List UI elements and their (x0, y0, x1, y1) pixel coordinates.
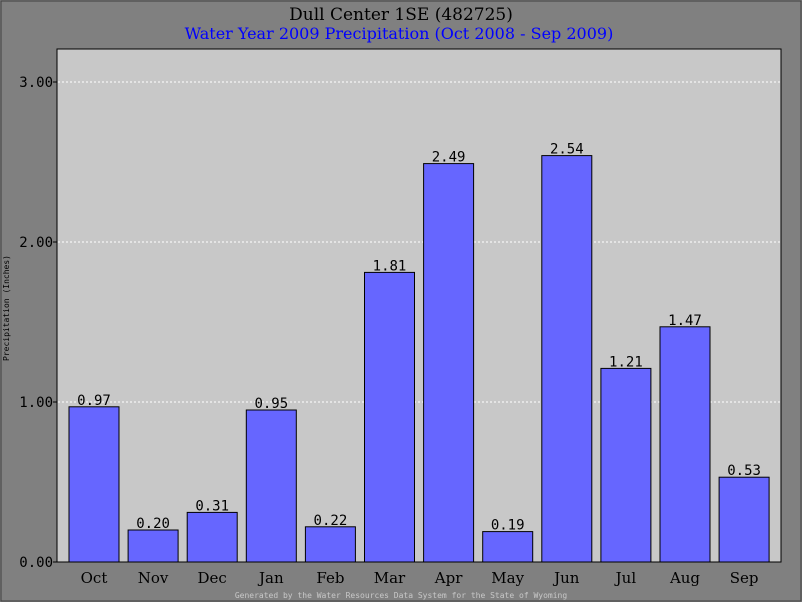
bar-jan (245, 409, 297, 563)
x-axis-tick-labels: Oct Nov Dec Jan Feb Mar Apr May Jun Jul Aug Sep (81, 569, 759, 587)
x-tick-label: Dec (198, 569, 227, 587)
bar-jun (541, 155, 593, 563)
bar-apr (423, 163, 475, 563)
x-tick-label: Aug (669, 569, 700, 587)
bars (68, 155, 770, 563)
y-tick-label: 0.00 (19, 555, 53, 571)
x-tick-label: Mar (374, 569, 406, 587)
x-tick-label: Jul (614, 569, 637, 587)
value-labels: 0.97 0.20 0.31 0.95 0.22 1.81 2.49 0.19 2.54 1.21… (77, 142, 761, 534)
y-axis-label: Precipitation (Inches) (2, 255, 11, 361)
bar-feb (304, 526, 356, 563)
bar-value-label: 0.19 (491, 518, 525, 534)
x-tick-label: Jun (552, 569, 580, 587)
y-tick-label: 2.00 (19, 235, 53, 251)
bar-value-label: 0.95 (254, 396, 288, 412)
bar-jul (600, 367, 652, 563)
bar-mar (364, 271, 415, 563)
x-tick-label: Nov (138, 569, 169, 587)
bar-value-label: 2.49 (432, 150, 466, 166)
bar-value-label: 1.21 (609, 354, 643, 370)
y-tick-label: 1.00 (19, 395, 53, 411)
bar-aug (659, 326, 711, 563)
x-tick-label: May (491, 569, 524, 587)
chart-title: Dull Center 1SE (482725) (289, 5, 513, 25)
chart-subtitle: Water Year 2009 Precipitation (Oct 2008 … (185, 24, 614, 43)
y-axis-tick-labels: 0.00 1.00 2.00 3.00 (19, 75, 53, 571)
x-tick-label: Feb (316, 569, 344, 587)
bar-value-label: 0.53 (727, 463, 761, 479)
y-tick-label: 3.00 (19, 75, 53, 91)
bar-dec (186, 511, 238, 563)
bar-oct (68, 406, 120, 563)
bar-sep (718, 476, 770, 563)
bar-value-label: 0.31 (195, 498, 229, 514)
bar-nov (127, 529, 179, 563)
bar-may (482, 531, 534, 563)
x-tick-label: Oct (81, 569, 108, 587)
footer-note: Generated by the Water Resources Data Sy… (235, 591, 568, 600)
bar-value-label: 1.81 (373, 258, 407, 274)
bar-value-label: 2.54 (550, 142, 584, 158)
bar-value-label: 0.22 (314, 513, 348, 529)
bar-value-label: 0.20 (136, 516, 170, 532)
bar-value-label: 1.47 (668, 313, 702, 329)
x-tick-label: Sep (730, 569, 759, 587)
x-tick-label: Apr (434, 569, 463, 587)
x-tick-label: Jan (257, 569, 284, 587)
bar-value-label: 0.97 (77, 393, 111, 409)
